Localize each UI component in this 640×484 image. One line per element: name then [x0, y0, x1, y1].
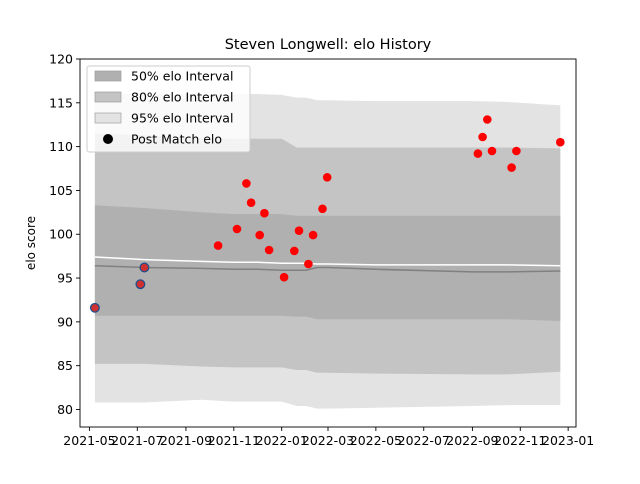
legend-marker-post-match	[103, 134, 113, 144]
x-tick-label-2021-07: 2021-07	[111, 433, 163, 448]
x-tick-label-2022-09: 2022-09	[446, 433, 498, 448]
elo-point-5	[232, 224, 242, 234]
elo-point-23	[512, 146, 521, 156]
mean-line	[94, 256, 561, 267]
elo-point-15	[308, 230, 318, 240]
median-line	[94, 265, 561, 273]
band-50-interval	[94, 205, 561, 321]
legend-swatch-2	[94, 91, 122, 103]
x-tick-label-2022-05: 2022-05	[350, 433, 402, 448]
elo-point-4	[213, 241, 223, 250]
x-tick-label-2022-11: 2022-11	[494, 433, 546, 448]
elo-point-3	[139, 262, 150, 273]
x-tick-label-2022-01: 2022-01	[256, 433, 308, 448]
legend: 50% elo Interval 80% elo Interval 95% elo …	[86, 65, 251, 153]
elo-point-8	[255, 230, 264, 240]
legend-label-4: Post Match elo	[131, 132, 222, 147]
elo-point-2	[135, 279, 146, 290]
legend-box	[86, 65, 251, 153]
elo-point-24	[556, 137, 565, 147]
y-tick-label-115: 115	[49, 95, 73, 110]
elo-point-12	[290, 246, 299, 256]
y-tick-label-120: 120	[49, 52, 73, 67]
x-tick-label-2023-01: 2023-01	[542, 433, 594, 448]
elo-point-22	[507, 163, 516, 172]
elo-point-7	[246, 198, 256, 207]
axes: 808590951001051101151202021-052021-07202…	[49, 52, 594, 449]
elo-point-13	[294, 226, 304, 235]
elo-point-16	[318, 204, 327, 214]
elo-point-21	[487, 146, 497, 156]
x-tick-label-2021-09: 2021-09	[160, 433, 212, 448]
elo-point-1	[89, 302, 100, 313]
y-axis-label: elo score	[24, 216, 38, 270]
elo-point-9	[260, 208, 269, 218]
elo-point-6	[242, 179, 251, 188]
elo-point-14	[304, 259, 313, 269]
x-tick-label-2021-11: 2021-11	[208, 433, 260, 448]
legend-label-3: 95% elo Interval	[131, 111, 233, 126]
elo-point-11	[279, 272, 289, 282]
elo-point-18	[473, 149, 483, 158]
legend-label-2: 80% elo Interval	[131, 90, 233, 105]
legend-swatch-3	[94, 112, 122, 124]
chart-title: Steven Longwell: elo History	[225, 37, 432, 53]
y-tick-label-80: 80	[57, 402, 73, 417]
legend-swatch-1	[94, 70, 122, 82]
y-tick-label-110: 110	[49, 139, 73, 154]
plot-area	[89, 94, 565, 409]
x-tick-label-2022-07: 2022-07	[398, 433, 450, 448]
legend-label-1: 50% elo Interval	[131, 69, 233, 84]
y-tick-label-100: 100	[49, 227, 73, 242]
elo-point-19	[478, 132, 487, 142]
elo-point-17	[322, 173, 332, 182]
y-tick-label-85: 85	[57, 358, 73, 373]
y-tick-label-95: 95	[57, 271, 73, 286]
y-tick-label-105: 105	[49, 183, 73, 198]
x-tick-label-2021-05: 2021-05	[63, 433, 115, 448]
elo-point-10	[264, 245, 274, 255]
x-tick-label-2022-03: 2022-03	[302, 433, 354, 448]
y-tick-label-90: 90	[57, 314, 73, 329]
elo-point-20	[483, 115, 492, 124]
